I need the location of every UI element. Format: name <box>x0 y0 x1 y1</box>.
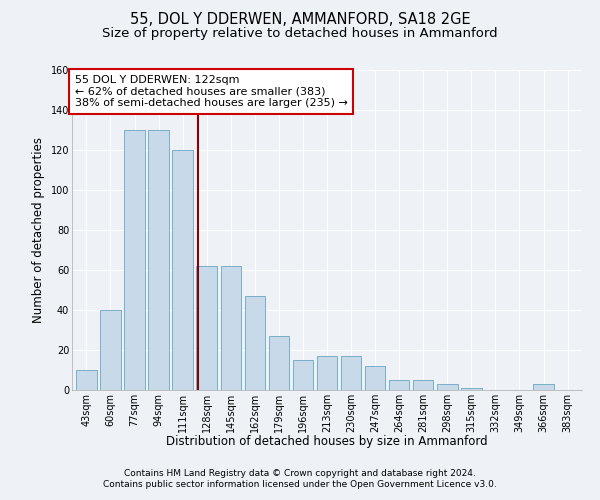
Bar <box>317 356 337 390</box>
Bar <box>293 360 313 390</box>
Bar <box>341 356 361 390</box>
Bar <box>437 384 458 390</box>
Text: Contains public sector information licensed under the Open Government Licence v3: Contains public sector information licen… <box>103 480 497 489</box>
Text: 55, DOL Y DDERWEN, AMMANFORD, SA18 2GE: 55, DOL Y DDERWEN, AMMANFORD, SA18 2GE <box>130 12 470 28</box>
Bar <box>269 336 289 390</box>
Bar <box>461 388 482 390</box>
Bar <box>365 366 385 390</box>
Text: 55 DOL Y DDERWEN: 122sqm
← 62% of detached houses are smaller (383)
38% of semi-: 55 DOL Y DDERWEN: 122sqm ← 62% of detach… <box>74 75 347 108</box>
Bar <box>76 370 97 390</box>
Bar <box>148 130 169 390</box>
Bar <box>124 130 145 390</box>
Y-axis label: Number of detached properties: Number of detached properties <box>32 137 45 323</box>
Bar <box>389 380 409 390</box>
Bar <box>172 150 193 390</box>
Bar <box>533 384 554 390</box>
Bar <box>221 266 241 390</box>
Bar <box>196 266 217 390</box>
Text: Contains HM Land Registry data © Crown copyright and database right 2024.: Contains HM Land Registry data © Crown c… <box>124 468 476 477</box>
Text: Size of property relative to detached houses in Ammanford: Size of property relative to detached ho… <box>102 28 498 40</box>
Bar <box>100 310 121 390</box>
Bar <box>413 380 433 390</box>
Bar <box>245 296 265 390</box>
Text: Distribution of detached houses by size in Ammanford: Distribution of detached houses by size … <box>166 435 488 448</box>
